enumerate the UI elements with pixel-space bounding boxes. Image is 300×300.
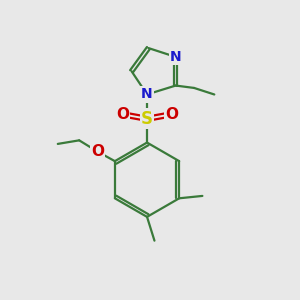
Text: S: S (141, 110, 153, 128)
Text: O: O (165, 107, 178, 122)
Text: N: N (141, 87, 153, 101)
Text: N: N (170, 50, 182, 64)
Text: O: O (91, 144, 104, 159)
Text: O: O (116, 107, 129, 122)
